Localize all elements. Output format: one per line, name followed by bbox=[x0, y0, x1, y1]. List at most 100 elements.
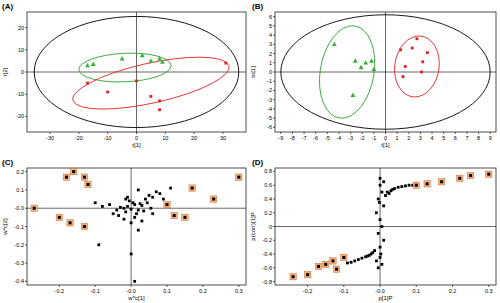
highlight-box bbox=[330, 258, 336, 264]
x-tick bbox=[490, 132, 491, 134]
x-tick bbox=[136, 132, 137, 134]
point-triangle bbox=[371, 67, 376, 71]
y-tick-label: -2 bbox=[267, 87, 272, 93]
plot-area bbox=[27, 12, 246, 132]
point-square bbox=[404, 65, 407, 68]
highlight-core bbox=[317, 265, 320, 268]
x-tick bbox=[167, 285, 168, 287]
point-square bbox=[146, 201, 149, 204]
point-square bbox=[101, 205, 104, 208]
y-tick-label: -1 bbox=[267, 78, 272, 84]
highlight-core bbox=[58, 216, 61, 219]
highlight-core bbox=[33, 207, 36, 210]
y-tick bbox=[273, 118, 275, 119]
point-highlighted bbox=[341, 254, 347, 260]
y-tick-label: -4 bbox=[267, 106, 272, 112]
y-axis-label: p(corr)[1]P bbox=[250, 212, 256, 240]
point-triangle bbox=[359, 65, 364, 69]
point-square bbox=[137, 209, 140, 212]
x-tick-label: 3 bbox=[419, 135, 422, 141]
plot-frame bbox=[27, 168, 246, 285]
plot-area bbox=[275, 12, 496, 132]
point-square bbox=[162, 198, 165, 201]
x-tick bbox=[350, 132, 351, 134]
highlight-core bbox=[83, 176, 86, 179]
point-square bbox=[149, 207, 152, 210]
highlight-core bbox=[173, 214, 176, 217]
x-tick bbox=[304, 132, 305, 134]
highlight-box bbox=[67, 220, 73, 226]
point-square bbox=[391, 188, 394, 191]
highlight-box bbox=[341, 254, 347, 260]
point-highlighted bbox=[304, 271, 310, 277]
y-tick-label: 5 bbox=[269, 23, 272, 29]
x-tick bbox=[466, 132, 467, 134]
y-tick-label: -10 bbox=[16, 91, 24, 97]
highlight-box bbox=[31, 205, 37, 211]
point-square bbox=[382, 239, 385, 242]
y-tick-label: -0.2 bbox=[263, 237, 272, 243]
point-highlighted bbox=[210, 196, 216, 202]
x-tick-label: 5 bbox=[442, 135, 445, 141]
x-tick bbox=[488, 285, 489, 287]
point-square bbox=[123, 207, 126, 210]
highlight-box bbox=[457, 175, 463, 181]
highlight-core bbox=[469, 174, 472, 177]
highlight-box bbox=[333, 266, 339, 272]
point-square bbox=[379, 256, 382, 259]
y-tick bbox=[25, 72, 27, 73]
highlight-core bbox=[426, 182, 429, 185]
point-triangle bbox=[332, 42, 337, 46]
point-square bbox=[150, 95, 153, 98]
panel-title: (B) bbox=[252, 2, 263, 11]
highlight-box bbox=[63, 174, 69, 180]
highlight-core bbox=[237, 176, 240, 179]
y-tick-label: -0.3 bbox=[15, 260, 24, 266]
point-square bbox=[97, 243, 100, 246]
x-tick-label: 0.2 bbox=[199, 288, 207, 294]
point-highlighted bbox=[31, 205, 37, 211]
point-highlighted bbox=[424, 181, 430, 187]
confidence-ellipse bbox=[281, 15, 490, 129]
point-triangle bbox=[353, 58, 358, 62]
point-highlighted bbox=[85, 181, 91, 187]
x-tick-label: -20 bbox=[75, 135, 83, 141]
x-tick bbox=[194, 132, 195, 134]
y-tick bbox=[273, 267, 275, 268]
highlight-core bbox=[212, 198, 215, 201]
y-tick-label: 0 bbox=[269, 69, 272, 75]
point-square bbox=[117, 214, 120, 217]
y-tick-label: 0.8 bbox=[264, 168, 272, 174]
point-square bbox=[135, 212, 138, 215]
x-tick bbox=[432, 132, 433, 134]
point-square bbox=[353, 260, 356, 263]
y-tick bbox=[25, 226, 27, 227]
highlight-box bbox=[85, 181, 91, 187]
zero-line bbox=[275, 226, 496, 227]
x-tick bbox=[131, 285, 132, 287]
x-tick bbox=[373, 132, 374, 134]
zero-line bbox=[27, 208, 246, 209]
x-tick-label: -9 bbox=[278, 135, 283, 141]
y-tick-label: -0.0 bbox=[15, 205, 24, 211]
point-square bbox=[119, 206, 122, 209]
y-tick-label: 0.6 bbox=[264, 182, 272, 188]
plot-frame bbox=[275, 168, 496, 285]
y-axis-label: w*c[2] bbox=[2, 218, 8, 236]
panel-title: (C) bbox=[2, 158, 13, 167]
x-tick-label: -3 bbox=[348, 135, 353, 141]
point-square bbox=[130, 221, 133, 224]
highlight-box bbox=[70, 168, 76, 174]
point-square bbox=[375, 211, 378, 214]
highlight-box bbox=[323, 261, 329, 267]
point-square bbox=[380, 225, 383, 228]
x-tick bbox=[202, 285, 203, 287]
y-tick bbox=[25, 49, 27, 50]
y-tick bbox=[273, 240, 275, 241]
point-square bbox=[377, 232, 380, 235]
x-tick-label: -0.2 bbox=[303, 288, 312, 294]
panel: -0.2-0.1-0.00.10.20.3-0.8-0.6-0.4-0.200.… bbox=[250, 158, 496, 301]
point-square bbox=[106, 91, 109, 94]
point-square bbox=[399, 48, 402, 51]
point-triangle bbox=[140, 53, 145, 57]
